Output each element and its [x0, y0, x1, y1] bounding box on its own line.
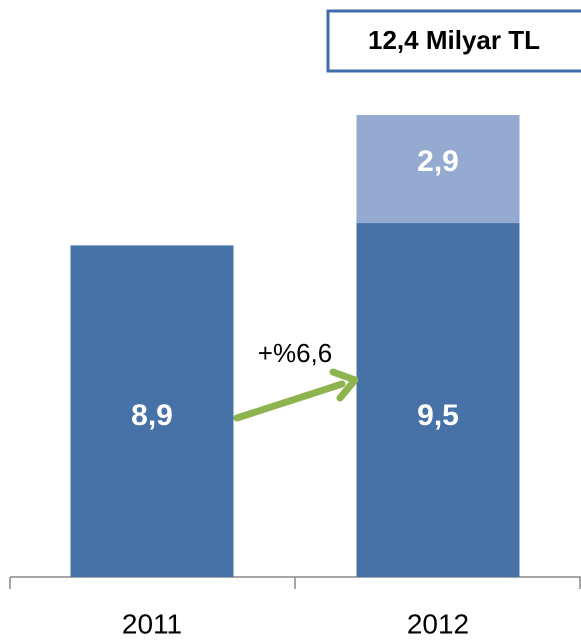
- bar-segment: [356, 115, 520, 224]
- value-label: 2,9: [417, 145, 459, 178]
- x-tick-label: 2011: [122, 608, 182, 639]
- growth-arrow: [233, 380, 346, 422]
- growth-arrowhead: [329, 368, 359, 402]
- bars: 8,9 9,5 2,9: [70, 115, 520, 577]
- value-label: 9,5: [417, 399, 459, 432]
- x-tick-label: 2012: [407, 608, 469, 639]
- total-label: 12,4 Milyar TL: [368, 25, 540, 55]
- bar-segment: [70, 245, 234, 577]
- value-label: 8,9: [131, 399, 173, 432]
- total-box: [326, 9, 581, 73]
- bar-segment: [356, 223, 520, 577]
- growth-label: +%6,6: [258, 338, 332, 368]
